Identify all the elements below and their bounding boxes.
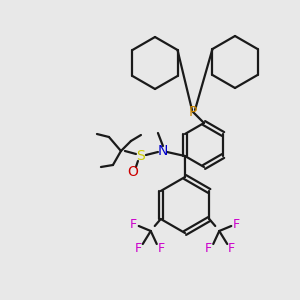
- Text: F: F: [233, 218, 240, 232]
- Text: F: F: [158, 242, 165, 256]
- Text: N: N: [158, 144, 168, 158]
- Text: S: S: [136, 149, 145, 163]
- Text: F: F: [205, 242, 212, 256]
- Text: F: F: [130, 218, 137, 232]
- Text: F: F: [228, 242, 235, 256]
- Text: O: O: [128, 165, 138, 179]
- Text: F: F: [135, 242, 142, 256]
- Text: P: P: [189, 105, 197, 119]
